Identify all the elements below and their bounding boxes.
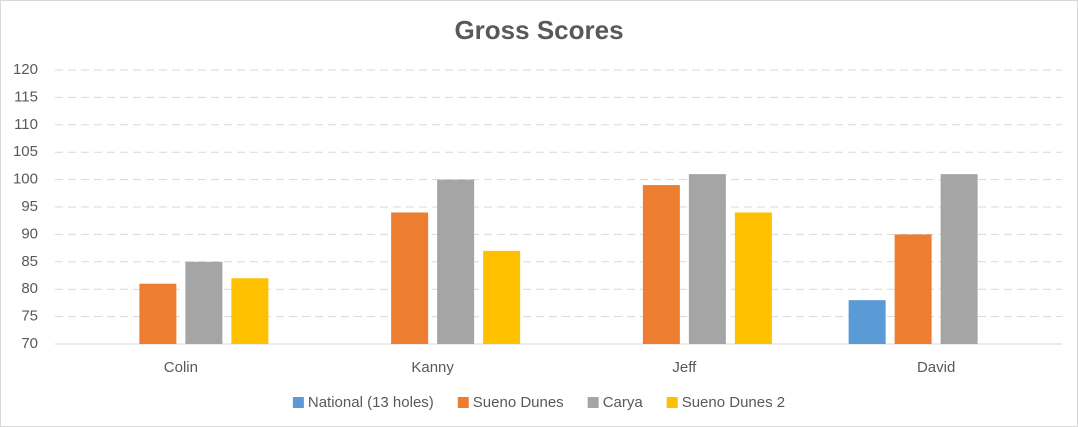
legend-label: National (13 holes) bbox=[308, 394, 434, 411]
y-tick-label: 95 bbox=[21, 198, 38, 215]
bar bbox=[848, 300, 886, 344]
legend-swatch bbox=[292, 397, 304, 408]
bar bbox=[185, 261, 223, 344]
legend-label: Sueno Dunes bbox=[473, 394, 564, 411]
y-tick-label: 75 bbox=[21, 308, 38, 325]
y-tick-label: 110 bbox=[14, 116, 38, 133]
chart-title: Gross Scores bbox=[454, 15, 623, 45]
x-tick-label: Kanny bbox=[411, 359, 454, 376]
bar bbox=[642, 185, 680, 344]
y-tick-label: 100 bbox=[13, 171, 38, 188]
x-tick-label: Jeff bbox=[672, 359, 697, 376]
legend-swatch bbox=[587, 397, 599, 408]
legend-label: Carya bbox=[603, 394, 644, 411]
y-tick-label: 105 bbox=[13, 143, 38, 160]
legend-swatch bbox=[666, 397, 678, 408]
y-tick-label: 85 bbox=[21, 253, 38, 270]
bar bbox=[231, 278, 269, 344]
y-tick-label: 80 bbox=[21, 280, 38, 297]
bar bbox=[391, 212, 429, 344]
bar bbox=[894, 234, 932, 344]
y-tick-label: 90 bbox=[21, 225, 38, 242]
bar bbox=[437, 179, 475, 344]
bar bbox=[734, 212, 772, 344]
y-tick-label: 115 bbox=[14, 88, 38, 105]
legend-swatch bbox=[457, 397, 469, 408]
legend-label: Sueno Dunes 2 bbox=[682, 394, 785, 411]
bar bbox=[688, 174, 726, 344]
y-tick-label: 120 bbox=[13, 61, 38, 78]
bar bbox=[139, 283, 177, 344]
bar bbox=[940, 174, 978, 344]
bar bbox=[483, 250, 521, 344]
x-tick-label: David bbox=[917, 359, 955, 376]
y-tick-label: 70 bbox=[21, 335, 38, 352]
x-tick-label: Colin bbox=[164, 359, 198, 376]
